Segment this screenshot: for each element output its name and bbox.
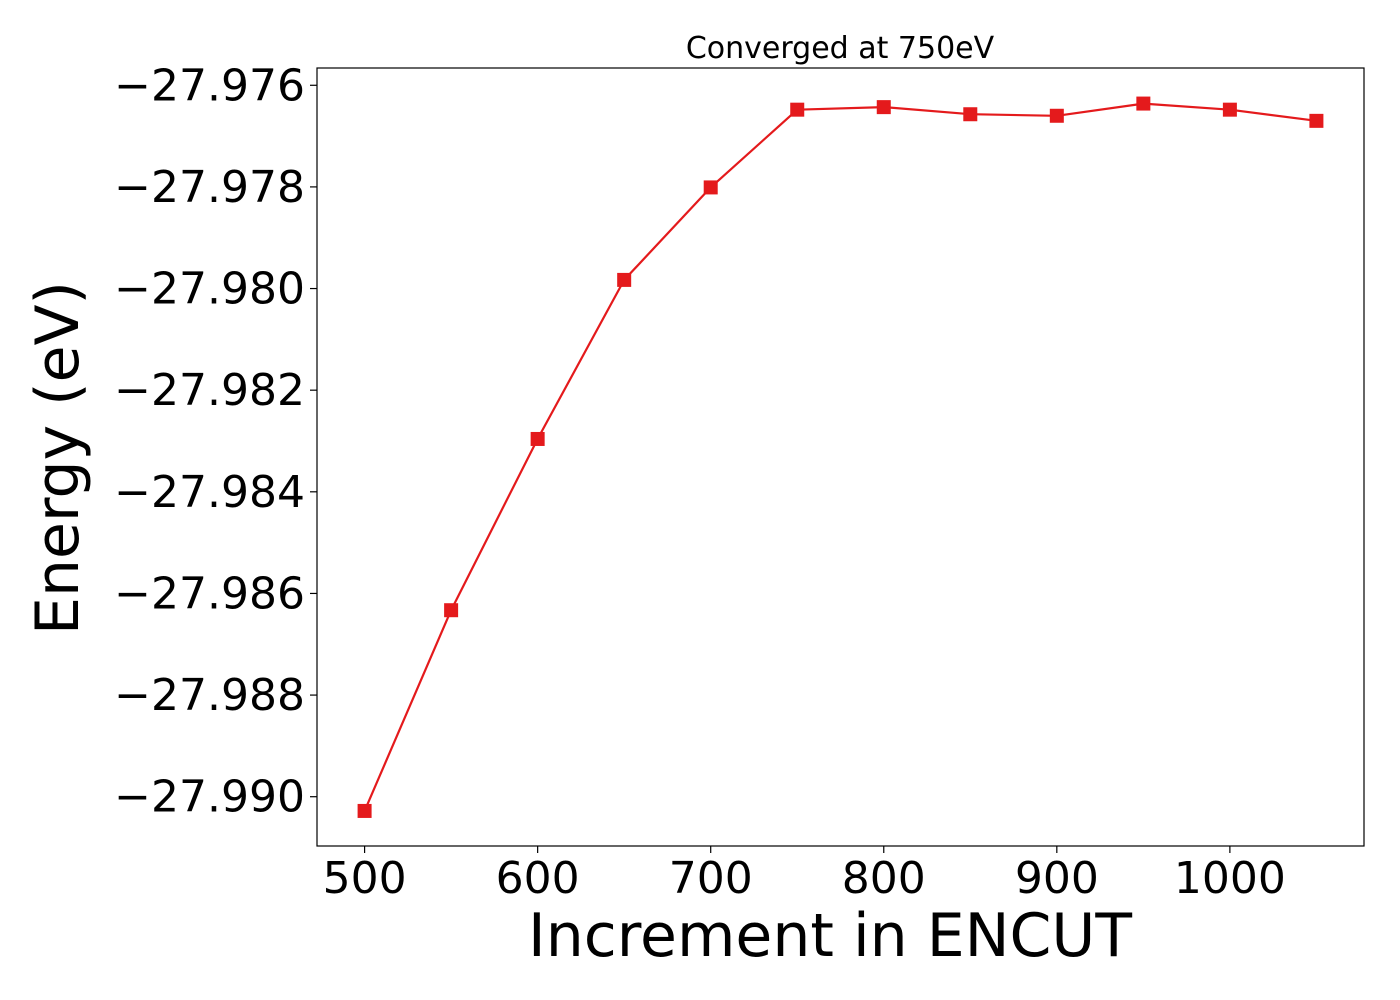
y-axis-title: Energy (eV) <box>23 281 93 635</box>
x-tick-label: 800 <box>842 853 926 904</box>
data-point-marker <box>790 102 805 117</box>
y-tick-label: −27.984 <box>114 467 305 518</box>
series-layer <box>357 96 1324 818</box>
y-tick-label: −27.988 <box>114 670 305 721</box>
y-tick-label: −27.980 <box>114 264 305 315</box>
chart-title: Converged at 750eV <box>686 31 995 66</box>
data-point-marker <box>444 603 459 618</box>
plot-area <box>316 67 1365 847</box>
y-tick-label: −27.978 <box>114 162 305 213</box>
x-tick-label: 1000 <box>1174 853 1286 904</box>
x-tick-label: 900 <box>1015 853 1099 904</box>
y-tick-label: −27.976 <box>114 60 305 111</box>
y-axis-ticks: −27.976 −27.978 −27.980 −27.982 −27.984 −27.9… <box>114 60 317 823</box>
data-point-marker <box>1136 96 1151 111</box>
x-axis-title: Increment in ENCUT <box>528 901 1132 971</box>
data-point-marker <box>530 431 545 446</box>
data-point-marker <box>876 100 891 115</box>
x-tick-label: 500 <box>323 853 407 904</box>
data-point-marker <box>357 803 372 818</box>
x-axis-ticks: 500 600 700 800 900 1000 <box>323 846 1286 904</box>
data-point-marker <box>963 107 978 122</box>
data-point-marker <box>1309 113 1324 128</box>
data-point-marker <box>1049 108 1064 123</box>
data-point-marker <box>703 180 718 195</box>
series-line <box>363 102 1317 812</box>
data-point-marker <box>617 272 632 287</box>
x-tick-label: 700 <box>669 853 753 904</box>
y-tick-label: −27.986 <box>114 568 305 619</box>
y-tick-label: −27.982 <box>114 365 305 416</box>
y-tick-label: −27.990 <box>114 772 305 823</box>
data-point-marker <box>1222 102 1237 117</box>
x-tick-label: 600 <box>496 853 580 904</box>
